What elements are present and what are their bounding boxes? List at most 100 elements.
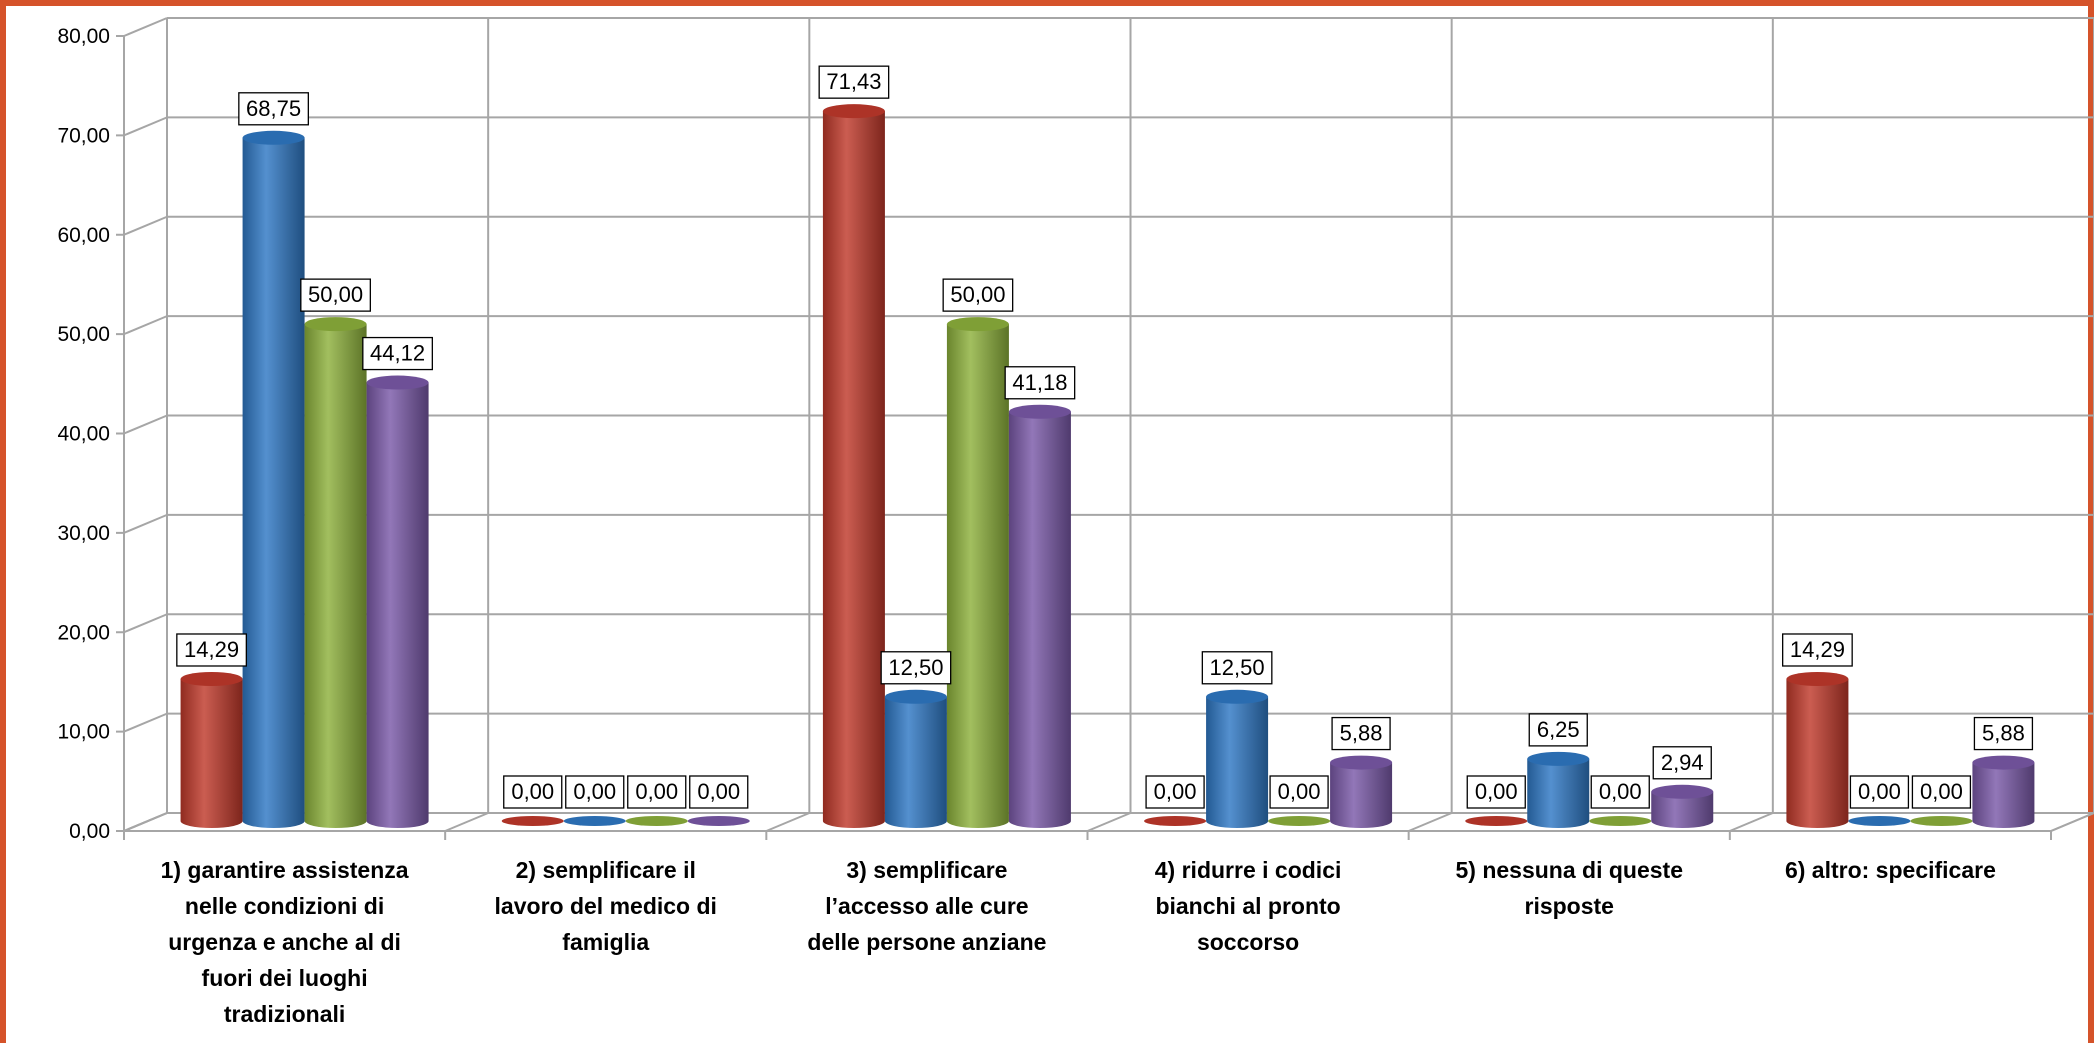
bar [625,816,688,826]
bar-top [946,317,1009,332]
data-label-box [880,651,952,685]
bar [1651,784,1714,828]
data-label-box [503,775,563,809]
bar-body [180,678,243,828]
data-label-box [362,336,433,371]
category-label: 6) altro: specificare [1785,857,1996,883]
data-label: 0,00 [1145,775,1205,809]
bar-body [884,696,947,828]
data-label-box [1528,713,1588,747]
data-label: 0,00 [689,775,749,809]
bar-top [884,689,947,704]
bar [1972,755,2035,828]
bar-top [1330,755,1393,770]
data-label: 6,25 [1528,713,1588,747]
gridline-side [123,414,168,435]
data-label-box [300,278,371,312]
category-divider-floor [1087,812,1131,832]
bar [884,689,947,828]
data-label-box [1973,716,2034,751]
data-label: 5,88 [1973,716,2034,751]
data-label: 0,00 [1590,775,1650,809]
bar [366,375,429,828]
data-label: 0,00 [565,775,625,809]
bar [1330,755,1393,828]
category-divider-floor [1729,812,1774,832]
bar-base [1465,816,1528,826]
y-tick-label: 10,00 [57,721,110,744]
data-label-box [238,92,309,126]
data-label: 0,00 [627,775,687,809]
bar-chart: 0,00 10,00 20,00 30,00 40,00 50,00 60,00 70,00 8… [57,17,2094,1027]
bar-body [1008,411,1071,828]
data-label-box [1201,651,1273,685]
data-label-text: 44,12 [370,341,425,366]
data-label-box [1269,775,1329,809]
data-label-text: 50,00 [950,282,1005,307]
bar-top [1786,671,1849,686]
bar-body [1206,696,1269,828]
gridline-side [123,215,168,236]
data-label-text: 0,00 [1858,779,1901,804]
bar [563,816,626,826]
data-label-box [1782,633,1853,667]
bar-body [1972,762,2035,828]
bar-base [1144,816,1207,826]
data-label-text: 0,00 [697,779,740,804]
data-label: 14,29 [1782,633,1853,667]
data-label-text: 0,00 [635,779,678,804]
gridline-side [123,315,168,336]
data-label-text: 14,29 [1790,637,1845,662]
data-label-text: 0,00 [1920,779,1963,804]
data-label-box [1331,716,1391,751]
bar-body [366,382,429,828]
data-label: 71,43 [818,65,890,99]
data-label: 41,18 [1004,366,1076,400]
data-label-text: 0,00 [511,779,554,804]
y-tick-label: 40,00 [57,423,110,446]
bar-body [946,324,1009,828]
data-label-text: 0,00 [1475,779,1518,804]
data-label-box [1652,746,1712,780]
bar [304,317,367,828]
bar-top [1527,751,1590,766]
bar [1465,816,1528,826]
data-label-text: 50,00 [308,282,363,307]
bar [822,104,885,829]
y-tick-label: 20,00 [57,621,110,644]
data-label-box [1145,775,1205,809]
data-label-text: 2,94 [1661,750,1704,775]
bar-body [1330,762,1393,828]
category-label: 3) semplificare l’accesso alle cure delle … [807,857,1046,955]
bar [1527,751,1590,828]
data-label: 0,00 [503,775,563,809]
bar-top [304,317,367,332]
bar-base [1910,816,1973,826]
data-label-box [689,775,749,809]
data-label-text: 71,43 [826,69,881,94]
y-tick-label: 50,00 [57,323,110,346]
bar-base [1848,816,1911,826]
bar-body [304,324,367,828]
data-label-box [818,65,890,99]
bar-body [1651,791,1714,828]
category-divider-floor [765,812,810,832]
bar [242,130,305,828]
bar-base [563,816,626,826]
data-label: 0,00 [1466,775,1526,809]
data-label-text: 0,00 [573,779,616,804]
data-label-text: 0,00 [1154,779,1197,804]
data-label-box [627,775,687,809]
data-label-box [1849,775,1910,809]
bar [1589,816,1652,826]
gridline-side [123,613,168,634]
data-label: 44,12 [362,336,433,371]
bar-base [625,816,688,826]
bar-base [687,816,750,826]
y-tick-label: 30,00 [57,522,110,545]
category-label: 5) nessuna di queste risposte [1455,857,1683,919]
data-label-text: 0,00 [1599,779,1642,804]
bar [1848,816,1911,826]
data-label-box [1466,775,1526,809]
bar-top [1651,784,1714,799]
